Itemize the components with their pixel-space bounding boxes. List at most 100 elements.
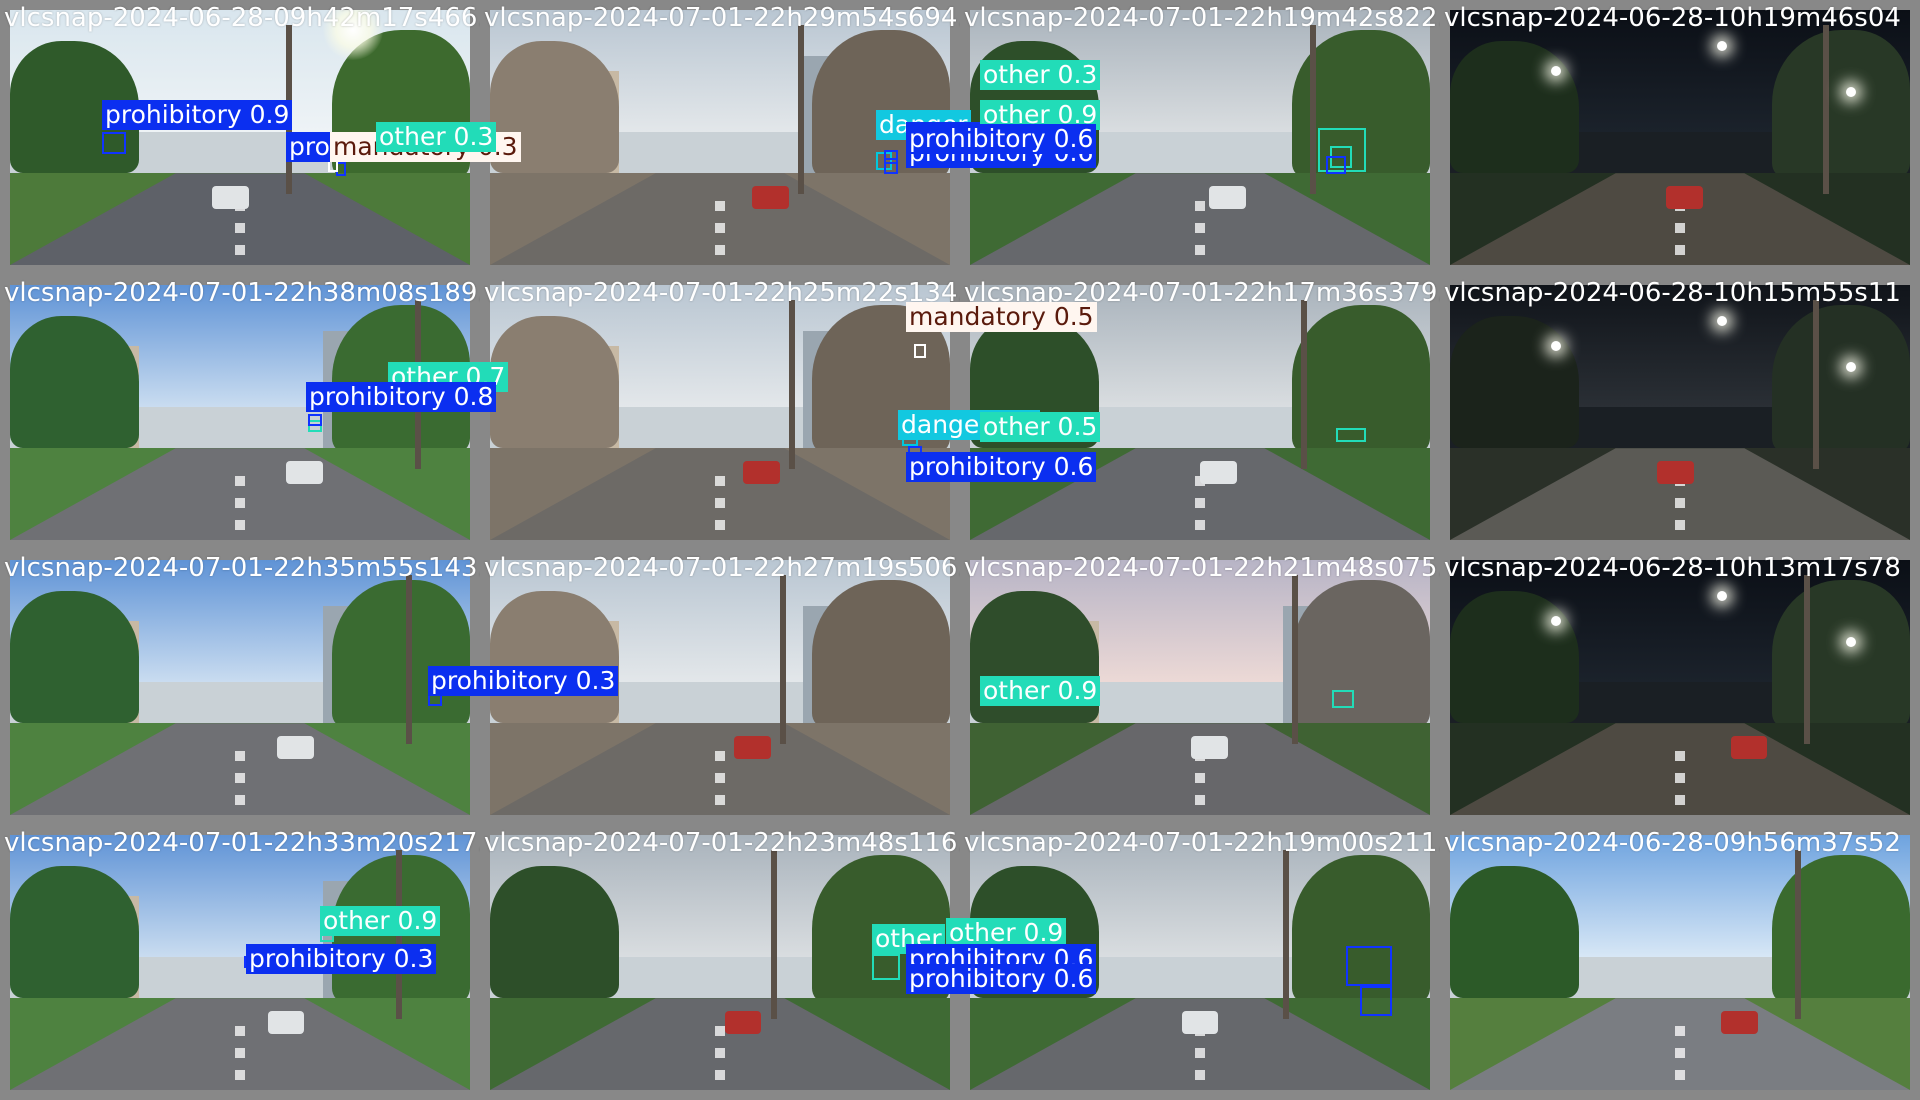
street-lamp: [1551, 66, 1562, 77]
utility-pole: [1813, 300, 1820, 469]
car: [1190, 735, 1228, 759]
lane-marking: [715, 463, 725, 530]
image-filename: vlcsnap-2024-07-01-22h38m08s189.jpg: [4, 278, 480, 308]
detection-label: other 0.9: [946, 918, 1067, 948]
street-photo: [970, 835, 1430, 1090]
trees: [10, 315, 139, 449]
trees: [490, 590, 619, 724]
car: [743, 460, 780, 484]
image-tile: vlcsnap-2024-07-01-22h38m08s189.jpg: [0, 275, 480, 550]
utility-pole: [1795, 850, 1801, 1019]
street-lamp: [1845, 86, 1856, 97]
detection-label: other 0.3: [980, 60, 1101, 90]
trees: [1450, 40, 1579, 174]
image-filename: vlcsnap-2024-07-01-22h33m20s217.jpg: [4, 828, 480, 858]
detection-box: [102, 132, 126, 154]
trees: [1450, 590, 1579, 724]
image-filename: vlcsnap-2024-06-28-10h19m46s04: [1444, 3, 1901, 33]
detection-label: prohibitory 0.8: [306, 382, 497, 412]
utility-pole: [1822, 25, 1829, 194]
utility-pole: [1292, 575, 1298, 744]
image-filename: vlcsnap-2024-07-01-22h29m54s694.jpg: [484, 3, 960, 33]
street-lamp: [1716, 40, 1727, 51]
detection-box: [1360, 986, 1392, 1016]
car: [1721, 1010, 1759, 1034]
detection-box: [1332, 690, 1354, 708]
detection-label: other 0.3: [376, 122, 497, 152]
image-filename: vlcsnap-2024-07-01-22h19m42s822.jpg: [964, 3, 1440, 33]
street-photo: [10, 560, 470, 815]
detection-box: [1326, 156, 1346, 174]
lane-marking: [1195, 1013, 1205, 1080]
utility-pole: [405, 575, 412, 744]
detection-box: [872, 954, 900, 980]
utility-pole: [798, 25, 805, 194]
trees: [812, 580, 950, 729]
lane-marking: [235, 188, 245, 255]
street-lamp: [1551, 616, 1562, 627]
trees: [1772, 855, 1910, 1004]
street-photo: [1450, 835, 1910, 1090]
trees: [1450, 315, 1579, 449]
street-photo: [1450, 560, 1910, 815]
detection-label: prohibitory 0.6: [906, 964, 1097, 994]
utility-pole: [1301, 300, 1308, 469]
lane-marking: [1195, 463, 1205, 530]
trees: [10, 590, 139, 724]
lane-marking: [235, 1013, 245, 1080]
street-lamp: [1551, 341, 1562, 352]
trees: [332, 580, 470, 729]
image-filename: vlcsnap-2024-07-01-22h27m19s506.jpg: [484, 553, 960, 583]
detection-box: [1346, 946, 1392, 986]
lane-marking: [235, 463, 245, 530]
image-tile: vlcsnap-2024-06-28-09h56m37s52: [1440, 825, 1920, 1100]
detection-label: prohibitory 0.3: [246, 944, 437, 974]
utility-pole: [770, 850, 777, 1019]
sun: [322, 10, 383, 60]
image-tile: vlcsnap-2024-07-01-22h35m55s143.jpg: [0, 550, 480, 825]
lane-marking: [715, 738, 725, 805]
image-tile: vlcsnap-2024-06-28-10h15m55s11: [1440, 275, 1920, 550]
lane-marking: [715, 1013, 725, 1080]
street-lamp: [1716, 315, 1727, 326]
image-filename: vlcsnap-2024-06-28-10h15m55s11: [1444, 278, 1901, 308]
trees: [1292, 855, 1430, 1004]
trees: [1450, 865, 1579, 999]
detection-label: prohibitory 0.6: [906, 452, 1097, 482]
image-filename: vlcsnap-2024-07-01-22h25m22s134.jpg: [484, 278, 960, 308]
detection-label: prohibitory 0.6: [906, 124, 1097, 154]
trees: [1772, 30, 1910, 179]
car: [1657, 460, 1694, 484]
car: [1181, 1010, 1219, 1034]
lane-marking: [1675, 463, 1685, 530]
detection-box: [1318, 128, 1366, 172]
utility-pole: [1310, 25, 1317, 194]
street-photo: [490, 285, 950, 540]
car: [1666, 185, 1703, 209]
trees: [490, 315, 619, 449]
image-filename: vlcsnap-2024-07-01-22h19m00s211.jpg: [964, 828, 1440, 858]
street-photo: [1450, 10, 1910, 265]
lane-marking: [1675, 738, 1685, 805]
image-filename: vlcsnap-2024-06-28-09h56m37s52: [1444, 828, 1901, 858]
car: [286, 460, 323, 484]
lane-marking: [235, 738, 245, 805]
detection-label: prohibitory 0.3: [428, 666, 619, 696]
image-filename: vlcsnap-2024-07-01-22h23m48s116.jpg: [484, 828, 960, 858]
street-lamp: [1845, 361, 1856, 372]
car: [1209, 185, 1246, 209]
image-filename: vlcsnap-2024-07-01-22h21m48s075.jpg: [964, 553, 1440, 583]
trees: [1772, 580, 1910, 729]
image-tile: vlcsnap-2024-06-28-10h19m46s04: [1440, 0, 1920, 275]
car: [212, 185, 250, 209]
car: [276, 735, 314, 759]
detection-box: [1336, 428, 1366, 442]
utility-pole: [1282, 850, 1289, 1019]
lane-marking: [1195, 738, 1205, 805]
detection-box: [308, 414, 322, 426]
utility-pole: [779, 575, 786, 744]
image-filename: vlcsnap-2024-06-28-10h13m17s78: [1444, 553, 1901, 583]
trees: [10, 865, 139, 999]
detection-label: mandatory 0.5: [906, 302, 1097, 332]
